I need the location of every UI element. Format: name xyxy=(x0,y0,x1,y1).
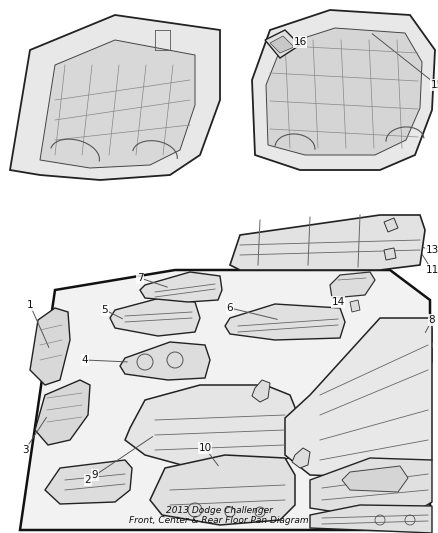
Text: 7: 7 xyxy=(137,273,143,283)
Polygon shape xyxy=(225,304,345,340)
Text: 9: 9 xyxy=(92,470,98,480)
Polygon shape xyxy=(330,272,375,298)
Polygon shape xyxy=(310,458,432,515)
Polygon shape xyxy=(35,380,90,445)
Polygon shape xyxy=(310,505,432,533)
Text: 2013 Dodge Challenger
Front, Center & Rear Floor Pan Diagram: 2013 Dodge Challenger Front, Center & Re… xyxy=(129,506,309,525)
Polygon shape xyxy=(150,455,295,525)
Text: 14: 14 xyxy=(332,297,345,307)
Text: 6: 6 xyxy=(227,303,233,313)
Polygon shape xyxy=(110,298,200,336)
Polygon shape xyxy=(140,272,222,302)
Polygon shape xyxy=(384,248,396,260)
Polygon shape xyxy=(265,30,300,58)
Text: 11: 11 xyxy=(425,265,438,275)
Polygon shape xyxy=(40,40,195,168)
Polygon shape xyxy=(384,218,398,232)
Text: 13: 13 xyxy=(425,245,438,255)
Text: 15: 15 xyxy=(431,80,438,90)
Text: 16: 16 xyxy=(293,37,307,47)
Text: 10: 10 xyxy=(198,443,212,453)
Polygon shape xyxy=(266,28,422,155)
Polygon shape xyxy=(270,36,294,53)
Polygon shape xyxy=(410,324,432,346)
Text: 2: 2 xyxy=(85,475,91,485)
Polygon shape xyxy=(125,385,300,470)
Text: 4: 4 xyxy=(82,355,88,365)
Polygon shape xyxy=(412,345,432,366)
Polygon shape xyxy=(292,448,310,468)
Polygon shape xyxy=(350,300,360,312)
Polygon shape xyxy=(285,318,432,478)
Polygon shape xyxy=(45,460,132,504)
Polygon shape xyxy=(30,308,70,385)
Text: 3: 3 xyxy=(22,445,28,455)
Text: 1: 1 xyxy=(27,300,33,310)
Polygon shape xyxy=(252,380,270,402)
Text: 5: 5 xyxy=(102,305,108,315)
Polygon shape xyxy=(10,15,220,180)
Polygon shape xyxy=(20,270,430,530)
Text: 8: 8 xyxy=(429,315,435,325)
Polygon shape xyxy=(230,215,425,270)
Polygon shape xyxy=(342,466,408,492)
Polygon shape xyxy=(120,342,210,380)
Polygon shape xyxy=(252,10,435,170)
